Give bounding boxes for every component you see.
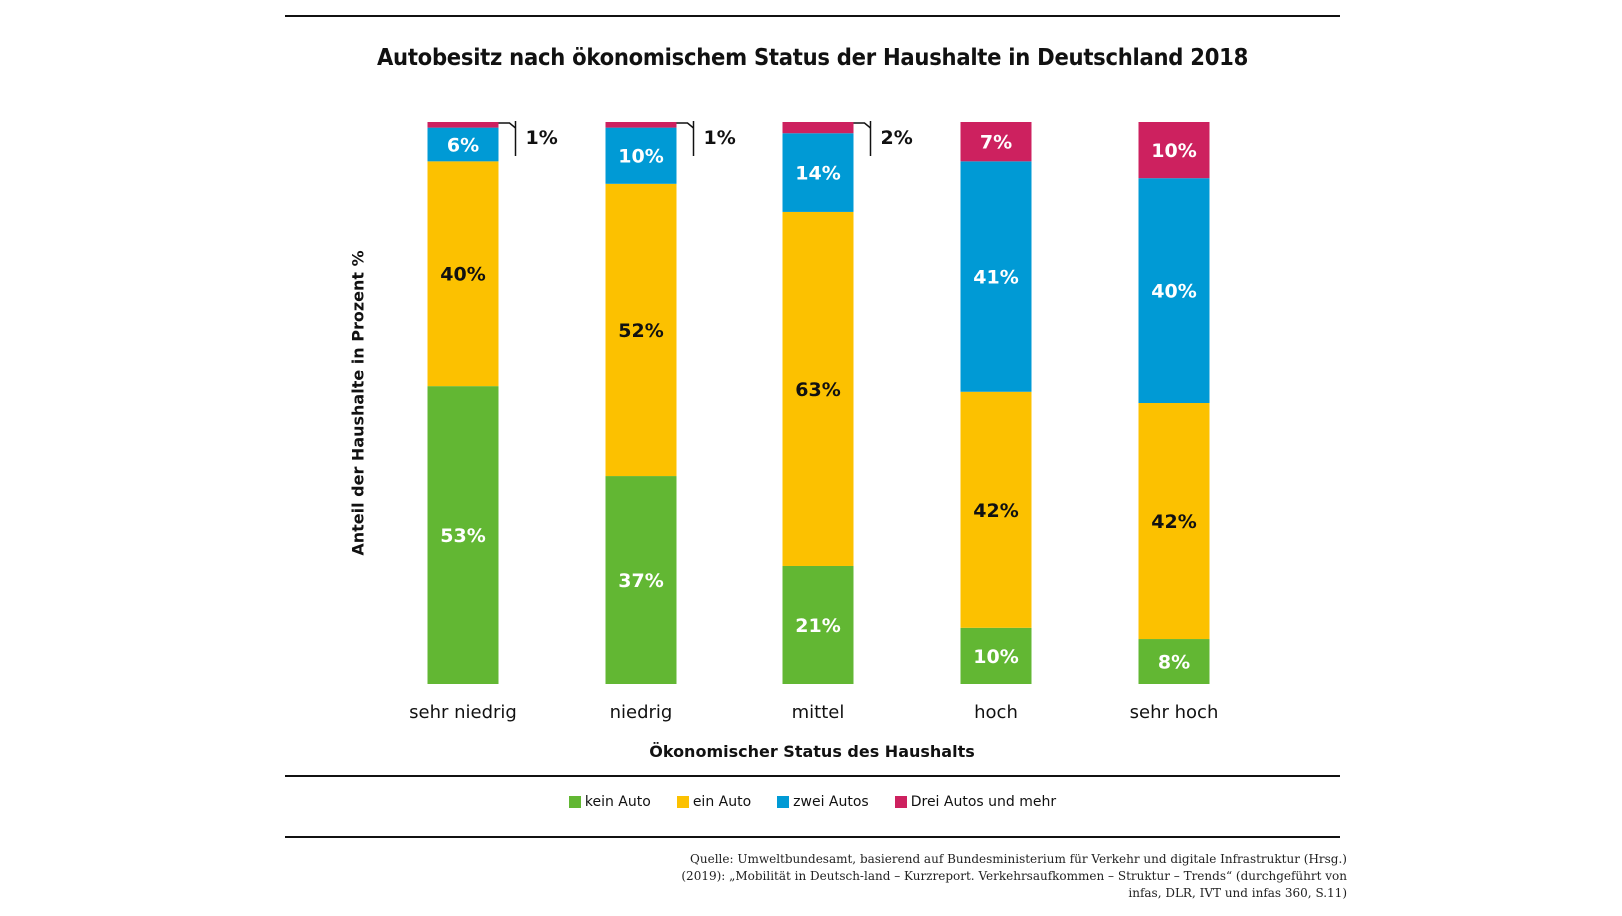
bar-segment-drei-autos-und-mehr: [605, 122, 677, 128]
source-note: Quelle: Umweltbundesamt, basierend auf B…: [667, 851, 1347, 902]
bar-segment-drei-autos-und-mehr: [960, 122, 1032, 162]
bar-segment-kein-auto: [782, 565, 854, 684]
data-label: 21%: [795, 615, 840, 637]
data-label: 1%: [704, 127, 736, 149]
bar-segment-ein-auto: [1138, 403, 1210, 640]
data-label: 1%: [526, 127, 558, 149]
callout-leader-line: [853, 122, 871, 129]
legend-label: ein Auto: [692, 794, 752, 810]
legend-swatch: [777, 796, 790, 808]
data-label: 52%: [618, 320, 663, 342]
data-label: 42%: [1151, 511, 1196, 533]
bar-segment-zwei-autos: [782, 133, 854, 212]
bar-segment-zwei-autos: [1138, 178, 1210, 403]
bar-segment-drei-autos-und-mehr: [427, 122, 499, 128]
data-label: 6%: [447, 134, 479, 156]
x-tick-label: sehr niedrig: [409, 702, 517, 723]
data-label: 10%: [1151, 140, 1196, 162]
x-tick-label: niedrig: [610, 702, 673, 723]
data-label: 53%: [440, 525, 485, 547]
legend-label: Drei Autos und mehr: [910, 794, 1057, 810]
legend-swatch: [568, 796, 581, 808]
legend-label: kein Auto: [584, 794, 651, 810]
bar-segment-kein-auto: [960, 627, 1032, 684]
legend-item: Drei Autos und mehr: [894, 794, 1057, 810]
data-label: 63%: [795, 379, 840, 401]
bar-segment-kein-auto: [1138, 639, 1210, 684]
data-label: 40%: [1151, 281, 1196, 303]
legend-top-rule: [285, 775, 1340, 777]
callout-leader-line: [498, 122, 516, 129]
legend-swatch: [676, 796, 689, 808]
data-label: 41%: [973, 267, 1018, 289]
data-label: 40%: [440, 264, 485, 286]
bar-segment-kein-auto: [605, 476, 677, 684]
top-rule: [285, 15, 1340, 17]
bar-segment-ein-auto: [427, 161, 499, 387]
data-label: 2%: [881, 127, 913, 149]
legend-swatch: [894, 796, 907, 808]
legend-item: zwei Autos: [777, 794, 869, 810]
legend: kein Auto ein Auto zwei Autos Drei Autos un…: [285, 794, 1340, 810]
chart-title: Autobesitz nach ökonomischem Status der …: [376, 45, 1249, 71]
bar-segment-ein-auto: [782, 211, 854, 566]
bar-segment-zwei-autos: [605, 127, 677, 184]
bar-segment-drei-autos-und-mehr: [782, 122, 854, 134]
x-tick-label: sehr hoch: [1130, 702, 1219, 723]
bar-segment-ein-auto: [605, 183, 677, 477]
legend-item: kein Auto: [568, 794, 651, 810]
x-tick-label: hoch: [974, 702, 1018, 723]
legend-bottom-rule: [285, 836, 1340, 838]
data-label: 8%: [1158, 652, 1190, 674]
callout-leader-line: [676, 122, 694, 129]
source-line: Quelle: Umweltbundesamt, basierend auf B…: [690, 852, 1347, 866]
data-label: 10%: [618, 146, 663, 168]
legend-item: ein Auto: [676, 794, 752, 810]
bar-segment-zwei-autos: [960, 161, 1032, 392]
data-label: 7%: [980, 132, 1012, 154]
legend-label: zwei Autos: [793, 794, 869, 810]
bar-segment-ein-auto: [960, 391, 1032, 628]
bar-segment-kein-auto: [427, 386, 499, 684]
data-label: 10%: [973, 646, 1018, 668]
data-label: 42%: [973, 500, 1018, 522]
x-axis-label: Ökonomischer Status des Haushalts: [649, 742, 975, 761]
source-line: (2019): „Mobilität in Deutsch-land – Kur…: [681, 869, 1347, 883]
data-label: 14%: [795, 163, 840, 185]
bar-segment-zwei-autos: [427, 127, 499, 162]
data-label: 37%: [618, 570, 663, 592]
x-tick-label: mittel: [792, 702, 845, 723]
bar-segment-drei-autos-und-mehr: [1138, 122, 1210, 179]
source-line: infas, DLR, IVT und infas 360, S.11): [1128, 886, 1347, 900]
